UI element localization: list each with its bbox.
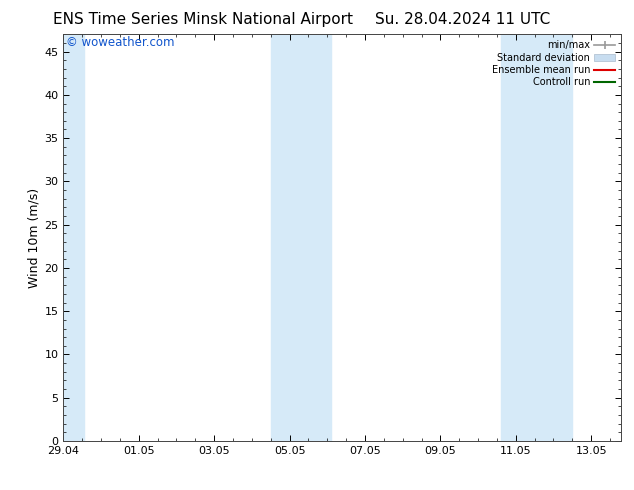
Legend: min/max, Standard deviation, Ensemble mean run, Controll run: min/max, Standard deviation, Ensemble me…: [488, 36, 619, 91]
Bar: [501, 34, 573, 441]
Text: © woweather.com: © woweather.com: [66, 36, 175, 49]
Text: ENS Time Series Minsk National Airport: ENS Time Series Minsk National Airport: [53, 12, 353, 27]
Text: Su. 28.04.2024 11 UTC: Su. 28.04.2024 11 UTC: [375, 12, 550, 27]
Y-axis label: Wind 10m (m/s): Wind 10m (m/s): [27, 188, 40, 288]
Bar: [63, 34, 84, 441]
Bar: [271, 34, 331, 441]
